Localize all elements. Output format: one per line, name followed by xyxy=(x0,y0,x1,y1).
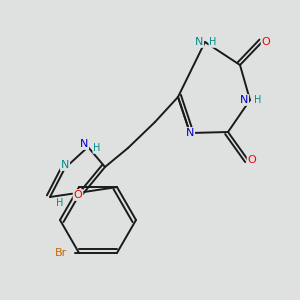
Text: H: H xyxy=(56,198,64,208)
Text: O: O xyxy=(248,155,256,165)
Text: N: N xyxy=(61,160,69,170)
Text: N: N xyxy=(186,128,194,138)
Text: H: H xyxy=(209,37,217,47)
Text: O: O xyxy=(74,190,82,200)
Text: H: H xyxy=(254,95,262,105)
Text: N: N xyxy=(240,95,248,105)
Text: N: N xyxy=(80,139,88,149)
Text: N: N xyxy=(195,37,203,47)
Text: O: O xyxy=(262,37,270,47)
Text: Br: Br xyxy=(55,248,67,258)
Text: H: H xyxy=(93,143,101,153)
